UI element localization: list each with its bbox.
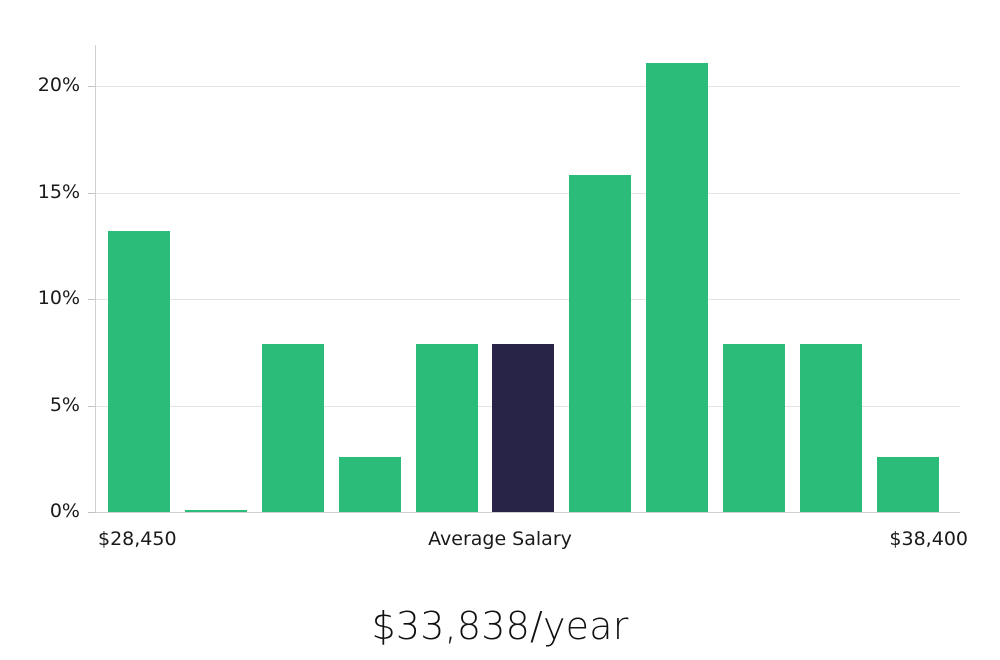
y-tick-mark <box>88 405 95 407</box>
gridline <box>95 299 960 300</box>
bar <box>646 62 709 512</box>
bar <box>184 509 247 512</box>
x-axis-title: Average Salary <box>428 528 572 550</box>
bar <box>338 456 401 512</box>
y-tick-label: 15% <box>37 180 80 203</box>
y-tick-label: 20% <box>37 74 80 96</box>
bar <box>415 343 478 512</box>
y-tick-label: 0% <box>49 500 80 522</box>
y-axis-line <box>95 45 96 513</box>
bar-highlighted <box>492 343 555 512</box>
x-axis-max-label: $38,400 <box>889 528 968 550</box>
gridline <box>95 192 960 194</box>
bar <box>108 230 170 512</box>
average-salary-caption: $33,838/year <box>371 604 629 648</box>
x-axis-line <box>95 512 960 513</box>
y-tick-mark <box>88 86 95 87</box>
y-tick-label: 10% <box>37 287 80 309</box>
x-axis-min-label: $28,450 <box>98 528 177 550</box>
y-tick-mark <box>88 192 95 194</box>
bar <box>569 175 632 512</box>
bar <box>800 343 862 512</box>
y-tick-mark <box>88 299 95 300</box>
plot-area <box>95 45 960 512</box>
bar <box>261 343 324 512</box>
gridline <box>95 86 960 87</box>
y-tick-label: 5% <box>49 393 80 416</box>
bar <box>876 456 939 512</box>
bar <box>723 343 786 512</box>
y-tick-mark <box>88 512 95 513</box>
